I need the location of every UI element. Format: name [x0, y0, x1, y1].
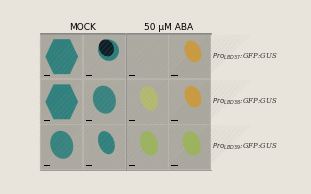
Text: $Pro_{LBD38}$:GFP:GUS: $Pro_{LBD38}$:GFP:GUS — [212, 97, 278, 107]
Bar — [169, 80, 210, 124]
Ellipse shape — [98, 39, 119, 61]
Text: $Pro_{LBD37}$:GFP:GUS: $Pro_{LBD37}$:GFP:GUS — [212, 52, 278, 62]
Bar — [41, 80, 82, 124]
Bar — [41, 35, 82, 78]
Ellipse shape — [184, 86, 201, 107]
Bar — [44, 165, 50, 166]
Text: 50 μM ABA: 50 μM ABA — [144, 23, 193, 32]
Bar — [84, 35, 125, 78]
Bar — [41, 125, 82, 169]
Text: MOCK: MOCK — [70, 23, 96, 32]
Bar — [44, 120, 50, 121]
Bar — [169, 35, 210, 78]
Ellipse shape — [93, 86, 116, 114]
Ellipse shape — [140, 86, 158, 111]
Polygon shape — [45, 84, 78, 119]
Ellipse shape — [98, 131, 115, 154]
Bar — [127, 80, 168, 124]
Bar — [84, 80, 125, 124]
Ellipse shape — [99, 39, 114, 56]
Ellipse shape — [140, 131, 158, 156]
Text: $Pro_{LBD39}$:GFP:GUS: $Pro_{LBD39}$:GFP:GUS — [212, 142, 278, 152]
Bar — [86, 120, 92, 121]
Bar — [84, 125, 125, 169]
Ellipse shape — [183, 131, 201, 156]
Bar — [171, 165, 178, 166]
Bar — [127, 35, 168, 78]
Ellipse shape — [184, 41, 201, 62]
Ellipse shape — [50, 131, 73, 159]
Bar — [169, 125, 210, 169]
Bar — [127, 125, 168, 169]
Bar — [129, 165, 135, 166]
Bar — [40, 34, 211, 170]
Bar — [171, 120, 178, 121]
Bar — [86, 165, 92, 166]
Polygon shape — [45, 39, 78, 74]
Bar — [129, 120, 135, 121]
